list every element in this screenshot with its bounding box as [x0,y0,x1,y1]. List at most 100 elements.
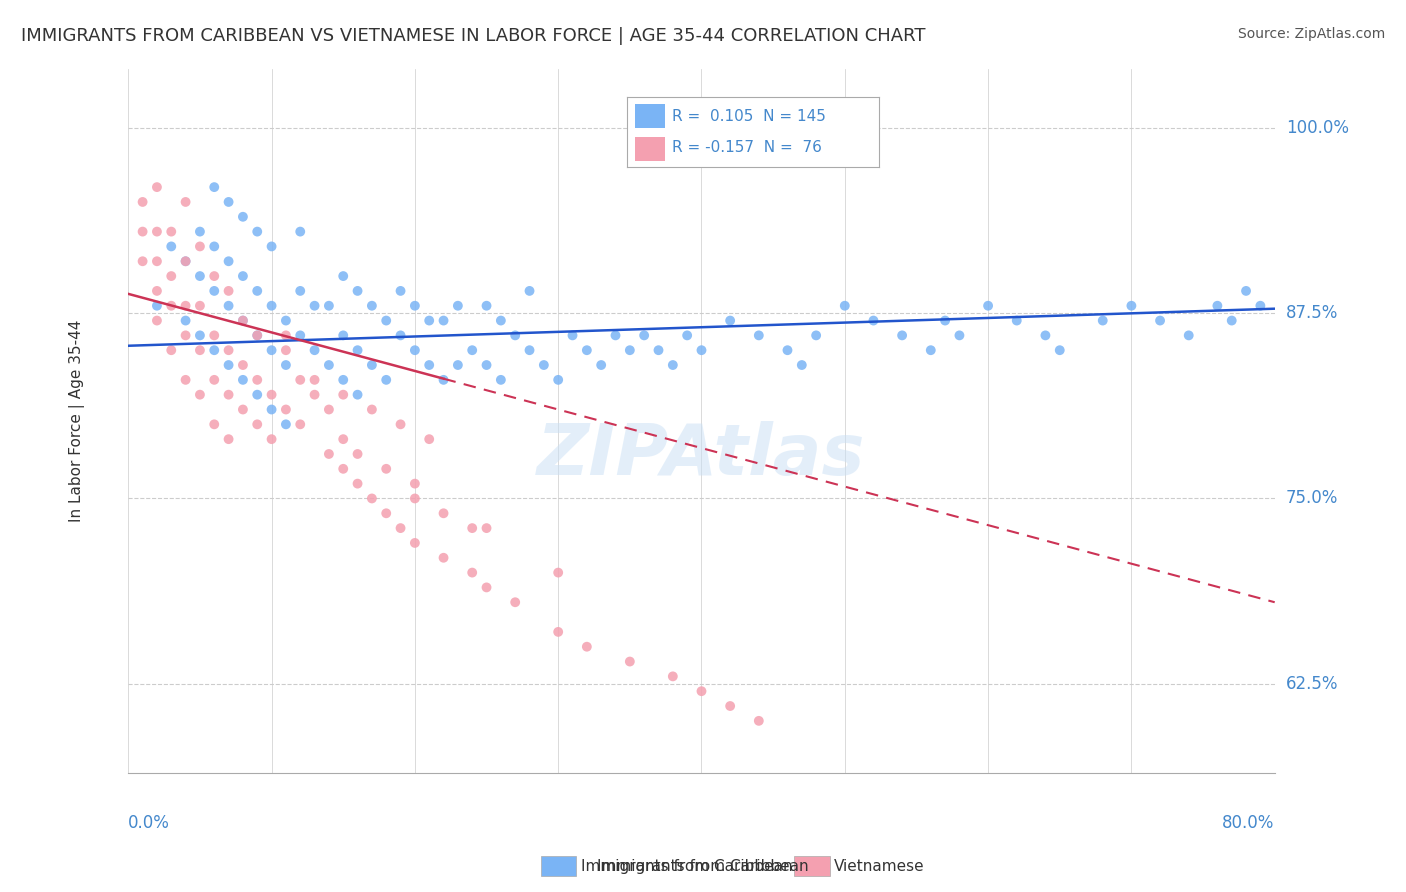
Point [1005,313,1028,327]
Point [146,299,169,313]
Point [246,328,269,343]
Point [146,313,169,327]
Point [174,194,197,209]
Point [389,521,412,535]
Point [188,387,211,401]
Point [346,476,368,491]
Point [232,313,254,327]
Point [1249,299,1271,313]
Point [346,343,368,358]
Point [1149,313,1171,327]
Point [790,358,813,372]
Text: 75.0%: 75.0% [1286,490,1339,508]
Point [218,194,240,209]
Point [475,521,498,535]
Point [447,299,470,313]
Point [475,358,498,372]
Point [561,328,583,343]
Point [461,566,484,580]
Point [748,714,770,728]
Point [160,269,183,284]
Point [218,432,240,446]
Point [232,210,254,224]
Point [174,328,197,343]
Point [489,313,512,327]
Point [346,387,368,401]
Point [519,343,541,358]
Text: 0.0%: 0.0% [128,814,170,832]
Point [202,284,225,298]
Point [318,299,340,313]
Point [274,358,297,372]
Point [1177,328,1199,343]
Point [503,595,526,609]
Point [232,402,254,417]
Point [232,269,254,284]
Point [1206,299,1229,313]
Point [274,402,297,417]
Point [232,373,254,387]
Point [332,462,354,476]
Point [218,299,240,313]
Point [389,417,412,432]
Text: 80.0%: 80.0% [1222,814,1275,832]
Point [404,491,426,506]
Point [547,373,569,387]
Point [332,387,354,401]
Point [246,387,269,401]
Point [1234,284,1257,298]
Point [160,299,183,313]
Point [246,417,269,432]
Point [361,491,384,506]
Point [432,550,454,565]
Point [232,358,254,372]
Point [690,684,713,698]
Point [375,373,398,387]
Point [461,521,484,535]
Text: IMMIGRANTS FROM CARIBBEAN VS VIETNAMESE IN LABOR FORCE | AGE 35-44 CORRELATION C: IMMIGRANTS FROM CARIBBEAN VS VIETNAMESE … [21,27,925,45]
Point [304,387,326,401]
Point [475,581,498,595]
Point [202,328,225,343]
Point [202,373,225,387]
Point [246,373,269,387]
Point [188,239,211,253]
Point [748,328,770,343]
Point [131,194,153,209]
Point [202,239,225,253]
Point [260,432,283,446]
Text: Source: ZipAtlas.com: Source: ZipAtlas.com [1237,27,1385,41]
Point [174,254,197,268]
Point [131,225,153,239]
Point [475,299,498,313]
Point [332,432,354,446]
Point [804,328,827,343]
Point [246,225,269,239]
Point [432,506,454,520]
Point [1035,328,1057,343]
Point [1220,313,1243,327]
Point [332,373,354,387]
Point [260,299,283,313]
Point [375,506,398,520]
Point [418,358,440,372]
Point [246,328,269,343]
Point [519,284,541,298]
Point [977,299,1000,313]
Point [891,328,914,343]
Point [432,313,454,327]
Point [260,343,283,358]
Point [188,343,211,358]
Text: Vietnamese: Vietnamese [834,859,924,873]
Point [1091,313,1114,327]
Point [290,373,312,387]
Point [188,269,211,284]
Point [332,269,354,284]
Point [503,328,526,343]
Point [174,299,197,313]
Point [260,402,283,417]
Point [146,284,169,298]
Point [404,476,426,491]
Point [318,447,340,461]
Point [160,343,183,358]
